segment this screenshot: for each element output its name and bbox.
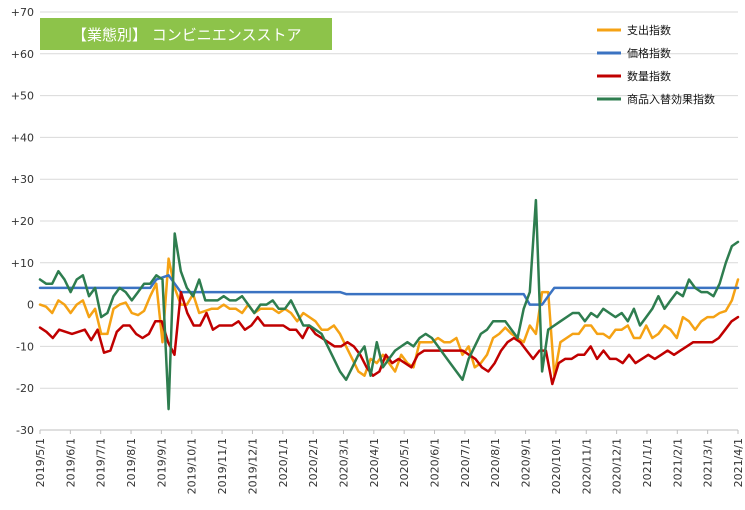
x-tick-label: 2020/4/1	[368, 438, 381, 487]
x-tick-label: 2021/3/1	[702, 438, 715, 487]
x-tick-label: 2020/2/1	[307, 438, 320, 487]
x-tick-label: 2019/11/1	[216, 438, 229, 494]
x-tick-label: 2019/10/1	[186, 438, 199, 494]
x-axis: 2019/5/1 2019/6/1 2019/7/1 2019/8/1 2019/9/1…	[34, 429, 745, 494]
x-tick-label: 2020/6/1	[429, 438, 442, 487]
x-tick-label: 2021/4/1	[732, 438, 745, 487]
x-tick-label: 2020/8/1	[489, 438, 502, 487]
y-tick-label: -20	[16, 382, 34, 395]
x-tick-label: 2020/9/1	[520, 438, 533, 487]
y-tick-label: +60	[11, 48, 34, 61]
series-line-0	[38, 257, 740, 377]
chart-title: 【業態別】 コンビニエンスストア	[72, 26, 301, 44]
x-tick-label: 2021/1/1	[641, 438, 654, 487]
x-tick-label: 2019/6/1	[64, 438, 77, 487]
x-tick-label: 2020/7/1	[459, 438, 472, 487]
legend-label: 数量指数	[627, 69, 671, 83]
x-tick-label: 2020/1/1	[277, 438, 290, 487]
legend-label: 価格指数	[627, 46, 671, 60]
x-tick-label: 2021/2/1	[671, 438, 684, 487]
series-line-3	[38, 198, 740, 411]
x-tick-label: 2019/7/1	[95, 438, 108, 487]
y-tick-label: 0	[27, 299, 34, 312]
series-line-1	[38, 274, 740, 306]
legend-label: 支出指数	[627, 23, 671, 37]
y-tick-label: +20	[11, 215, 34, 228]
x-tick-label: 2019/12/1	[246, 438, 259, 494]
x-tick-label: 2020/12/1	[611, 438, 624, 494]
y-tick-label: -10	[16, 340, 34, 353]
x-tick-label: 2019/5/1	[34, 438, 47, 487]
series-lines	[38, 198, 740, 411]
y-tick-label: +70	[11, 6, 34, 19]
y-axis: +70 +60 +50 +40 +30 +20 +10 0 -10 -20 -30	[11, 6, 34, 437]
x-tick-label: 2019/9/1	[155, 438, 168, 487]
legend-label: 商品入替効果指数	[627, 92, 715, 106]
x-tick-label: 2020/3/1	[337, 438, 350, 487]
x-tick-label: 2020/5/1	[398, 438, 411, 487]
chart-title-background	[40, 18, 332, 50]
y-tick-label: +40	[11, 131, 34, 144]
chart-title-box: 【業態別】 コンビニエンスストア	[40, 18, 332, 50]
x-tick-label: 2020/10/1	[550, 438, 563, 494]
x-tick-label: 2019/8/1	[125, 438, 138, 487]
y-tick-label: +30	[11, 173, 34, 186]
y-tick-label: -30	[16, 424, 34, 437]
x-tick-label: 2020/11/1	[580, 438, 593, 494]
y-tick-label: +10	[11, 257, 34, 270]
y-tick-label: +50	[11, 90, 34, 103]
